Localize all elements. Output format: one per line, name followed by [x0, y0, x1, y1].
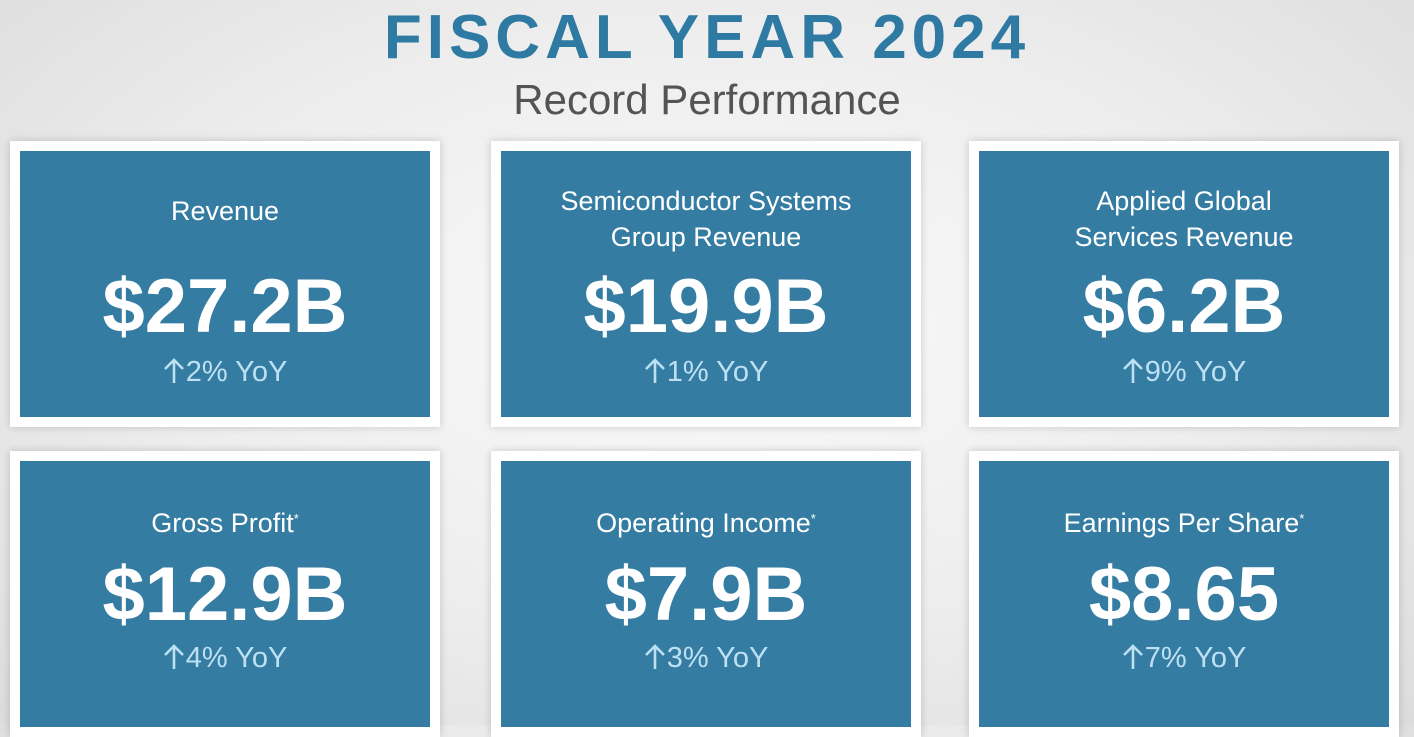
arrow-up-icon — [644, 358, 665, 383]
arrow-up-icon — [1122, 644, 1143, 669]
metric-label: Operating Income* — [596, 508, 816, 538]
metric-change: 7% YoY — [979, 641, 1389, 675]
arrow-up-icon — [644, 644, 665, 669]
footnote-marker: * — [293, 511, 299, 526]
page-subtitle: Record Performance — [513, 76, 901, 123]
metric-value: $19.9B — [583, 264, 829, 349]
footnote-marker: * — [1299, 511, 1305, 526]
metric-card-operating-income: Operating Income* $7.9B 3% YoY — [491, 451, 921, 737]
metric-card-semiconductor-systems-revenue: Semiconductor Systems Group Revenue $19.… — [491, 141, 921, 427]
metric-change: 4% YoY — [20, 641, 430, 675]
metric-value: $6.2B — [1082, 264, 1286, 349]
footnote-marker: * — [810, 511, 816, 526]
metric-label: Applied Global Services Revenue — [1074, 186, 1294, 252]
metric-change: 2% YoY — [20, 355, 430, 389]
metric-change: 9% YoY — [979, 355, 1389, 389]
metric-value: $12.9B — [102, 552, 348, 637]
metric-value: $7.9B — [604, 552, 808, 637]
metric-label: Gross Profit* — [151, 508, 299, 538]
arrow-up-icon — [163, 358, 184, 383]
page-title: FISCAL YEAR 2024 — [383, 3, 1031, 72]
metric-change: 1% YoY — [501, 355, 911, 389]
metric-value: $27.2B — [102, 264, 348, 349]
metric-value: $8.65 — [1088, 552, 1280, 637]
metric-label: Semiconductor Systems Group Revenue — [560, 186, 852, 252]
metric-label: Revenue — [170, 196, 280, 226]
metric-label: Earnings Per Share* — [1063, 508, 1305, 538]
metric-card-applied-global-services-revenue: Applied Global Services Revenue $6.2B 9%… — [969, 141, 1399, 427]
metric-card-gross-profit: Gross Profit* $12.9B 4% YoY — [10, 451, 440, 737]
arrow-up-icon — [1122, 358, 1143, 383]
metric-card-revenue: Revenue $27.2B 2% YoY — [10, 141, 440, 427]
metric-change: 3% YoY — [501, 641, 911, 675]
metric-card-earnings-per-share: Earnings Per Share* $8.65 7% YoY — [969, 451, 1399, 737]
arrow-up-icon — [163, 644, 184, 669]
